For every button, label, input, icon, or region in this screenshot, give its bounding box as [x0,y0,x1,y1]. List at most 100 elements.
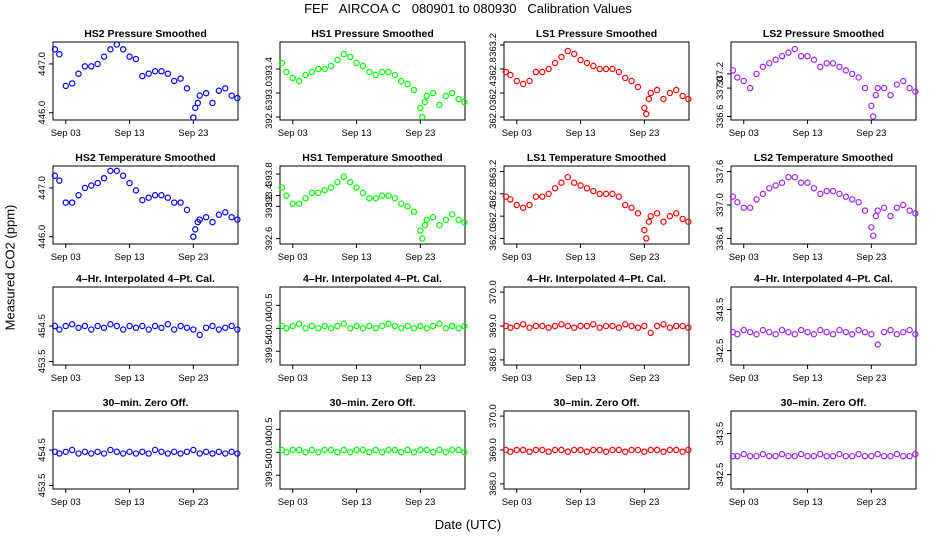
data-point [423,216,430,223]
data-point [177,322,184,330]
data-point [759,450,767,458]
data-point [526,324,533,331]
data-point [113,41,120,48]
data-point [327,62,335,70]
data-point [234,94,241,102]
x-tick-label: Sep 03 [278,373,308,384]
data-point [893,204,901,211]
data-point [366,322,373,330]
data-point [315,325,322,332]
x-tick-label: Sep 23 [856,497,886,508]
data-point [666,89,674,97]
data-point [772,56,779,63]
data-point [164,321,172,328]
data-point [391,322,399,330]
data-point [68,199,76,206]
data-point [849,70,856,78]
data-point [51,172,59,179]
data-point [139,448,146,455]
data-point [378,449,386,456]
data-point [126,322,133,330]
data-point [849,196,856,203]
plot-frame [279,165,466,245]
data-point [507,448,514,455]
data-point [526,201,533,209]
data-point [190,446,197,454]
data-point [855,450,862,458]
data-point [539,322,546,330]
data-points-hs1 [278,446,468,456]
panel-5: HS2 Temperature Smoothed Sep 03 Sep 13 Sep … [37,152,241,263]
data-point [685,446,692,454]
data-point [507,196,514,203]
data-point [132,324,140,331]
data-point [778,450,786,458]
x-tick-label: Sep 23 [629,497,659,508]
data-point [685,324,692,331]
data-point [734,452,741,460]
data-point [100,324,108,331]
plot-frame [730,41,917,121]
data-point [177,199,184,206]
x-tick-label: Sep 13 [114,373,144,384]
panel-title: 4–Hr. Interpolated 4–Pt. Cal. [527,273,666,285]
data-point [880,84,888,92]
data-point [673,210,680,217]
plot-frame [730,286,917,366]
x-tick-label: Sep 13 [792,497,822,508]
data-point [192,226,199,233]
x-tick-label: Sep 23 [856,252,886,263]
data-point [893,331,901,338]
data-point [346,325,354,332]
data-point [526,77,533,85]
data-point [126,448,133,455]
data-points-ls1 [502,446,692,455]
data-point [590,446,597,454]
data-point [785,173,792,181]
data-point [842,452,850,460]
data-point [385,446,392,454]
y-tick-label: 370.0 [488,280,499,304]
plot-frame [52,165,239,245]
data-point [874,450,881,458]
data-point [366,195,373,202]
y-tick-label: 393.4 [264,184,275,208]
data-point [539,193,546,200]
data-point [209,450,216,457]
data-point [791,331,798,338]
data-point [785,328,792,336]
x-tick-label: Sep 03 [51,373,81,384]
data-point [513,77,520,85]
data-point [564,47,571,55]
data-point [753,70,760,78]
data-point [577,322,584,330]
data-point [753,331,760,338]
data-point [641,226,648,234]
data-point [810,452,818,460]
data-point [829,60,837,67]
data-point [423,325,430,332]
data-point [823,187,830,195]
data-point [94,322,101,330]
plot-frame [503,165,690,245]
x-tick-label: Sep 13 [565,373,595,384]
data-point [398,200,405,207]
y-tick-label: 454.5 [37,314,48,338]
data-point [900,201,907,209]
data-point [513,446,520,454]
data-point [228,213,235,221]
data-point [75,192,82,199]
data-point [222,209,229,216]
data-point [151,322,159,330]
data-point [653,86,661,94]
data-point [94,60,101,68]
data-point [507,71,514,79]
data-point [378,322,386,330]
data-point [295,446,303,454]
data-point [429,449,437,456]
data-point [887,91,894,99]
data-point [912,210,919,217]
data-point [190,114,197,121]
y-tick-label: 343.5 [715,422,726,446]
data-point [56,177,63,184]
